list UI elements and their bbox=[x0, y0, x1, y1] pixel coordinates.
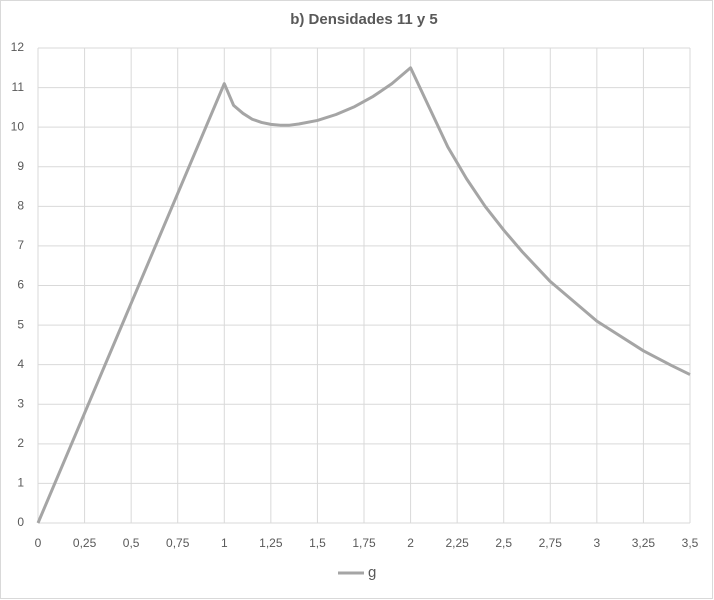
x-tick-label: 1,25 bbox=[259, 536, 283, 550]
y-tick-label: 5 bbox=[17, 317, 24, 331]
x-tick-label: 2 bbox=[407, 536, 414, 550]
y-tick-label: 0 bbox=[17, 515, 24, 529]
y-tick-label: 11 bbox=[12, 80, 25, 94]
x-tick-label: 3,5 bbox=[682, 536, 699, 550]
x-tick-label: 0 bbox=[35, 536, 42, 550]
series-line bbox=[36, 66, 691, 524]
chart-title: b) Densidades 11 y 5 bbox=[290, 11, 438, 28]
y-tick-label: 12 bbox=[11, 40, 25, 54]
x-tick-label: 0,5 bbox=[123, 536, 140, 550]
x-tick-label: 2,75 bbox=[539, 536, 563, 550]
y-tick-label: 7 bbox=[17, 238, 24, 252]
y-tick-label: 4 bbox=[17, 357, 24, 371]
x-tick-label: 2,5 bbox=[495, 536, 512, 550]
y-tick-label: 1 bbox=[17, 476, 24, 490]
x-tick-label: 2,25 bbox=[445, 536, 469, 550]
x-tick-label: 3,25 bbox=[632, 536, 656, 550]
y-tick-label: 2 bbox=[17, 436, 24, 450]
x-tick-label: 1,75 bbox=[352, 536, 376, 550]
y-tick-label: 3 bbox=[17, 396, 24, 410]
y-tick-label: 6 bbox=[17, 278, 24, 292]
x-tick-label: 0,75 bbox=[166, 536, 190, 550]
x-tick-label: 0,25 bbox=[73, 536, 97, 550]
y-tick-label: 9 bbox=[17, 159, 24, 173]
y-tick-label: 8 bbox=[17, 199, 24, 213]
y-tick-label: 10 bbox=[11, 119, 25, 133]
x-tick-label: 1 bbox=[221, 536, 228, 550]
x-tick-label: 3 bbox=[594, 536, 601, 550]
x-tick-label: 1,5 bbox=[309, 536, 326, 550]
legend-label: g bbox=[368, 564, 376, 581]
